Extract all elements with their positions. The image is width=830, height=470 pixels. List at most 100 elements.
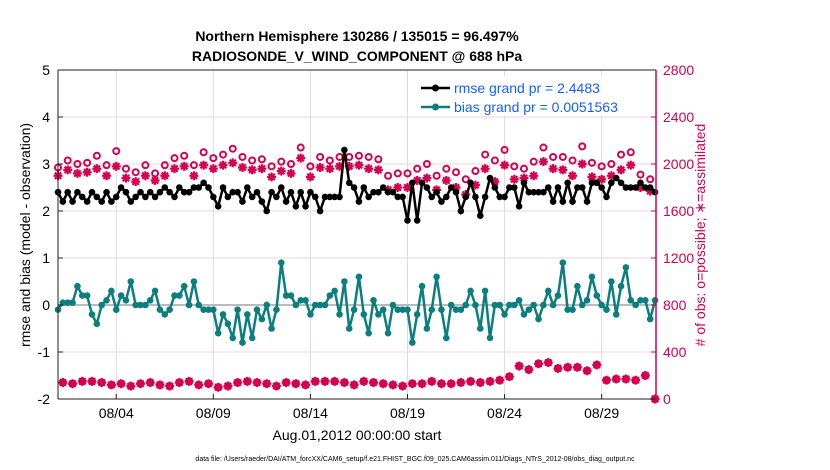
possible-obs-marker	[102, 161, 111, 170]
legend: rmse grand pr = 2.4483 bias grand pr = 0…	[416, 76, 652, 116]
assimilated-obs-marker	[77, 376, 87, 386]
bias-point	[457, 306, 465, 314]
y-axis-label-right: # of obs: o=possible; ∗=assimilated	[692, 124, 708, 347]
assimilated-obs-marker	[111, 161, 121, 171]
rmse-point	[263, 207, 271, 215]
asterisk-stroke	[194, 380, 203, 389]
rmse-point	[384, 188, 392, 196]
bias-point	[311, 301, 319, 309]
rmse-point	[161, 184, 169, 191]
asterisk-stroke	[641, 371, 650, 380]
assimilated-obs-marker	[534, 359, 544, 369]
rmse-point	[447, 184, 455, 191]
possible-obs-marker	[539, 143, 548, 152]
bias-point	[593, 292, 601, 299]
rmse-point	[525, 188, 533, 196]
rmse-point	[578, 184, 586, 191]
asterisk-stroke	[306, 172, 315, 181]
rmse-point	[510, 184, 518, 191]
y-right-tick-label: 0	[663, 391, 671, 407]
bias-point	[365, 329, 372, 337]
rmse-point	[268, 188, 275, 196]
assimilated-obs-marker	[242, 376, 252, 386]
possible-obs-marker	[286, 160, 295, 168]
bias-point	[389, 301, 397, 309]
assimilated-obs-marker	[291, 379, 301, 389]
bias-point	[399, 306, 406, 314]
asterisk-stroke	[330, 377, 339, 386]
bias-point	[326, 292, 334, 299]
asterisk-stroke	[78, 377, 87, 386]
possible-obs-marker	[141, 161, 150, 170]
rmse-point	[253, 188, 261, 196]
rmse-point	[540, 188, 547, 196]
asterisk-stroke	[180, 162, 189, 171]
bias-point	[598, 301, 605, 309]
bias-point	[443, 334, 450, 342]
rmse-point	[117, 184, 125, 191]
rmse-point	[627, 184, 635, 191]
bias-point	[224, 320, 232, 328]
assimilated-obs-marker	[296, 153, 306, 163]
rmse-point	[549, 198, 557, 205]
asterisk-stroke	[495, 376, 504, 385]
asterisk-stroke	[500, 161, 509, 170]
bias-point	[496, 301, 504, 309]
bias-point	[93, 320, 101, 328]
asterisk-stroke	[291, 379, 300, 388]
rmse-point	[277, 184, 285, 191]
assimilated-obs-marker	[97, 378, 107, 388]
assimilated-obs-marker	[378, 379, 388, 389]
rmse-point	[423, 184, 431, 191]
y-left-tick-label: 0	[42, 297, 50, 313]
asterisk-stroke	[539, 157, 548, 166]
asterisk-stroke	[219, 161, 227, 170]
assimilated-obs-marker	[558, 165, 568, 175]
bias-point	[142, 301, 149, 309]
bias-point	[462, 301, 470, 309]
x-tick-label: 08/29	[584, 405, 619, 421]
bias-point	[74, 282, 81, 290]
rmse-point	[496, 193, 504, 201]
rmse-point	[321, 193, 329, 201]
bias-point	[273, 306, 280, 314]
assimilated-obs-marker	[126, 381, 136, 391]
assimilated-obs-marker	[349, 380, 359, 390]
rmse-point	[326, 193, 334, 201]
asterisk-stroke	[408, 379, 417, 388]
bias-line	[56, 262, 657, 343]
bias-point	[574, 282, 581, 290]
bias-point	[384, 329, 392, 337]
asterisk-stroke	[481, 164, 490, 173]
possible-obs-marker	[92, 151, 101, 160]
assimilated-obs-marker	[63, 165, 73, 175]
asterisk-stroke	[73, 169, 82, 178]
asterisk-stroke	[262, 379, 271, 388]
rmse-point	[535, 188, 542, 196]
bias-point	[394, 306, 402, 314]
rmse-point	[59, 198, 67, 205]
rmse-point	[316, 207, 324, 215]
assimilated-obs-marker	[301, 380, 311, 390]
rmse-point	[166, 188, 173, 196]
asterisk-stroke	[58, 378, 67, 387]
asterisk-stroke	[146, 378, 155, 387]
asterisk-stroke	[592, 360, 601, 369]
asterisk-stroke	[141, 171, 150, 180]
bias-point	[146, 297, 154, 304]
assimilated-obs-marker	[441, 175, 451, 185]
possible-obs-marker	[335, 152, 344, 161]
asterisk-stroke	[379, 379, 388, 388]
asterisk-stroke	[374, 165, 383, 174]
possible-obs-marker	[151, 169, 160, 178]
assimilated-obs-marker	[203, 379, 213, 389]
bias-point	[297, 297, 304, 304]
rmse-point	[375, 188, 382, 196]
rmse-point	[297, 188, 304, 196]
possible-obs-marker	[160, 161, 169, 170]
y-right-tick-label: 400	[663, 344, 687, 360]
bias-point	[112, 306, 120, 314]
bias-point	[355, 273, 363, 281]
assimilated-obs-marker	[169, 164, 179, 174]
rmse-point	[632, 184, 639, 191]
